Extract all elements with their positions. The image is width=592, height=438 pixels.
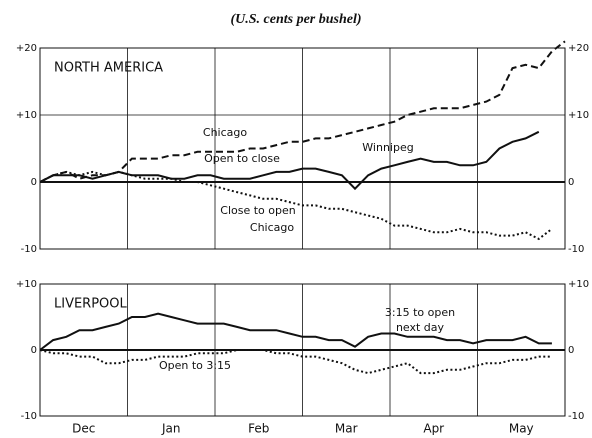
x-tick-label: May: [509, 422, 534, 436]
x-tick-label: Jan: [161, 422, 181, 436]
annotation: Open to 3:15: [159, 359, 231, 372]
y-tick-label-right: +10: [568, 110, 589, 121]
y-tick-label: 0: [31, 345, 37, 356]
x-tick-label: Mar: [335, 422, 358, 436]
y-tick-label: +20: [16, 43, 37, 54]
x-tick-label: Dec: [72, 422, 95, 436]
y-tick-label-right: +10: [568, 279, 589, 290]
y-tick-label: +10: [16, 110, 37, 121]
y-tick-label: +10: [16, 279, 37, 290]
annotation: Open to close: [204, 152, 280, 165]
panel-label: NORTH AMERICA: [54, 61, 163, 76]
annotation: 3:15 to open: [385, 306, 455, 319]
chart-title: (U.S. cents per bushel): [230, 12, 361, 27]
annotation: Chicago: [250, 221, 294, 234]
y-tick-label: -10: [21, 244, 37, 255]
series-line: [39, 40, 566, 183]
y-tick-label-right: +20: [568, 43, 589, 54]
series-line: [39, 349, 552, 375]
series-line: [39, 312, 552, 351]
y-tick-label-right: 0: [568, 177, 574, 188]
y-tick-label: 0: [31, 177, 37, 188]
panel-label: LIVERPOOL: [54, 297, 128, 312]
y-tick-label-right: -10: [568, 411, 584, 422]
y-tick-label: -10: [21, 411, 37, 422]
annotation: Winnipeg: [362, 141, 413, 154]
annotation: Close to open: [220, 204, 295, 217]
annotation: Chicago: [203, 126, 247, 139]
annotation: next day: [396, 321, 445, 334]
x-tick-label: Feb: [248, 422, 269, 436]
series-line: [39, 130, 540, 191]
y-tick-label-right: -10: [568, 244, 584, 255]
y-tick-label-right: 0: [568, 345, 574, 356]
x-tick-label: Apr: [423, 422, 444, 436]
